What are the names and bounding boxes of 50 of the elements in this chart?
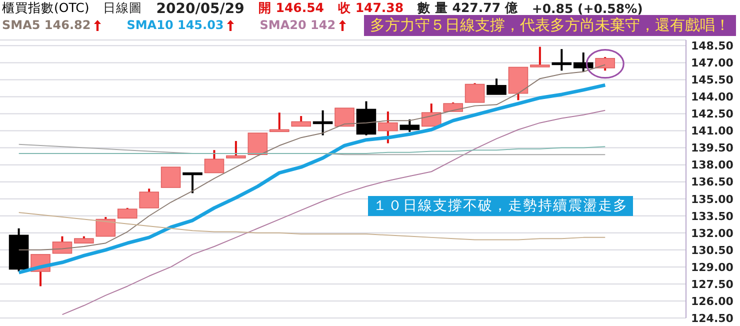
y-tick-label: 144.00 [691, 90, 734, 104]
y-tick-label: 147.00 [691, 56, 734, 70]
y-tick-label: 142.50 [691, 108, 734, 121]
y-tick-label: 138.00 [691, 158, 734, 172]
candlestick [248, 132, 268, 156]
chart-title: 櫃買指數(OTC) [2, 0, 90, 17]
y-tick-label: 148.50 [691, 40, 734, 53]
y-tick-label: 130.50 [691, 244, 734, 257]
y-tick-label: 132.00 [691, 226, 734, 240]
y-tick-label: 145.50 [691, 74, 734, 87]
text: 2020/05/29 [156, 0, 244, 16]
text: 收 147.38 [338, 0, 404, 17]
candlestick [226, 140, 246, 160]
candlestick [595, 56, 615, 72]
candlestick [530, 46, 550, 68]
candlestick [96, 216, 116, 238]
y-tick-label: 129.00 [691, 260, 734, 274]
text: +0.85 (+0.58%) [532, 1, 643, 16]
y-tick-label: 139.50 [691, 142, 734, 155]
line-series [18, 212, 606, 240]
text: 開 146.54 [258, 0, 324, 17]
y-tick-label: 126.00 [691, 294, 734, 308]
candlestick [464, 82, 485, 104]
candlestick [573, 51, 594, 73]
candlestick [269, 112, 290, 132]
y-tick-label: 124.50 [691, 312, 734, 325]
candlestick [486, 78, 506, 96]
y-tick-label: 141.00 [691, 124, 734, 138]
y-tick-label: 133.50 [691, 210, 734, 223]
text: 日線圖 [103, 0, 142, 17]
y-tick-label: 127.50 [691, 278, 734, 291]
text: SMA20 142 [260, 18, 337, 32]
candlestick [182, 172, 202, 194]
text: 數 量 427.77 億 [418, 0, 518, 17]
candlestick [400, 118, 420, 133]
candlestick [291, 115, 311, 128]
candlestick [334, 108, 354, 127]
candlestick [139, 188, 159, 209]
text: SMA5 146.82 [2, 18, 92, 32]
text: 多方力守５日線支撐，代表多方尚未棄守，還有戲唱！ [364, 15, 736, 36]
candlestick [204, 149, 224, 174]
y-tick-label: 136.50 [691, 176, 734, 189]
candlestick [160, 166, 181, 188]
y-tick-label: 135.00 [691, 192, 734, 206]
candlestick [378, 110, 398, 144]
annotation: １０日線支撐不破，走勢持續震盪走多 [368, 196, 633, 216]
candlestick [421, 102, 442, 128]
candlestick [117, 206, 138, 220]
text: SMA10 145.03 [126, 18, 225, 32]
line-series [18, 146, 606, 154]
